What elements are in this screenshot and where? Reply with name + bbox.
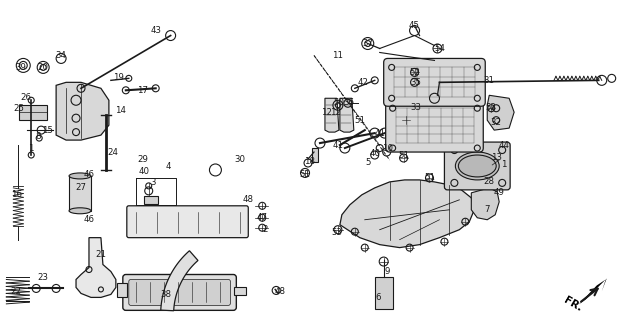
Text: 7: 7 [485,205,490,214]
Bar [144,196,158,204]
Text: 29: 29 [137,156,148,164]
Text: 13: 13 [491,153,501,162]
Text: 35: 35 [410,78,421,87]
Text: 2: 2 [262,225,268,234]
Text: 51: 51 [354,116,366,125]
Polygon shape [487,95,514,130]
Bar [117,284,127,297]
Text: 31: 31 [484,76,495,85]
Polygon shape [76,238,116,297]
Text: 38: 38 [160,290,171,299]
Text: 51: 51 [398,150,409,160]
Text: 39: 39 [16,63,27,72]
Text: 27: 27 [76,183,86,192]
Text: 6: 6 [375,293,381,302]
FancyBboxPatch shape [444,142,510,190]
Text: 19: 19 [113,73,125,82]
Bar [234,287,246,295]
FancyBboxPatch shape [127,206,249,238]
Ellipse shape [455,152,499,180]
Polygon shape [340,180,475,248]
Bar [312,148,318,162]
Polygon shape [56,82,109,140]
Ellipse shape [69,173,91,179]
Text: 47: 47 [257,213,268,222]
Text: 40: 40 [369,148,380,157]
Text: 23: 23 [38,273,49,282]
Polygon shape [340,98,354,132]
Text: 1: 1 [501,160,507,170]
Bar [19,105,47,120]
Text: 41: 41 [332,140,344,149]
Text: 53: 53 [331,228,342,237]
Text: 4: 4 [166,163,172,172]
Text: 24: 24 [108,148,118,156]
Bar [69,176,91,211]
Text: 3: 3 [150,179,155,188]
Text: 8: 8 [36,132,41,140]
Text: 46: 46 [83,215,95,224]
Bar [375,277,393,309]
Text: 51: 51 [424,173,435,182]
Text: 54: 54 [434,44,445,53]
Text: 40: 40 [138,167,149,176]
Text: 42: 42 [357,78,368,87]
Text: 14: 14 [115,106,126,115]
Text: 16: 16 [11,190,22,199]
Text: 26: 26 [21,93,32,102]
Text: 51: 51 [299,171,310,180]
Text: 37: 37 [362,39,373,48]
Text: 5: 5 [365,158,371,167]
Polygon shape [471,188,499,220]
Text: 34: 34 [56,51,66,60]
Text: 52: 52 [486,103,496,112]
Polygon shape [325,98,339,132]
Ellipse shape [69,208,91,214]
Text: 10: 10 [382,144,393,153]
Text: 21: 21 [95,250,106,259]
Text: 44: 44 [499,140,510,149]
Text: 30: 30 [235,156,246,164]
Text: 20: 20 [38,63,49,72]
Text: 18: 18 [304,157,316,166]
Text: FR.: FR. [562,295,584,314]
FancyBboxPatch shape [129,279,230,305]
Text: 11: 11 [332,51,344,60]
Text: 9: 9 [385,267,391,276]
Text: 32: 32 [491,118,501,127]
FancyBboxPatch shape [386,99,483,152]
Text: 41: 41 [374,129,385,138]
Text: 1: 1 [28,144,34,153]
Text: 28: 28 [484,177,495,187]
Text: 45: 45 [409,21,420,30]
Text: 46: 46 [83,171,95,180]
Text: 36: 36 [343,98,354,107]
Text: 50: 50 [334,98,344,107]
Ellipse shape [458,155,496,177]
Text: 12: 12 [331,108,341,117]
FancyBboxPatch shape [384,59,485,106]
Text: 17: 17 [137,86,148,95]
Text: 43: 43 [150,26,161,35]
Text: 49: 49 [494,188,505,197]
Text: 48: 48 [243,195,254,204]
Text: 52: 52 [409,68,420,77]
Text: 12: 12 [321,108,332,117]
Text: 25: 25 [14,104,25,113]
Polygon shape [579,278,607,304]
Text: 33: 33 [410,103,421,112]
Text: 22: 22 [11,287,22,296]
Text: 15: 15 [42,126,53,135]
FancyBboxPatch shape [123,275,237,310]
Text: 48: 48 [275,287,285,296]
Polygon shape [161,251,198,311]
